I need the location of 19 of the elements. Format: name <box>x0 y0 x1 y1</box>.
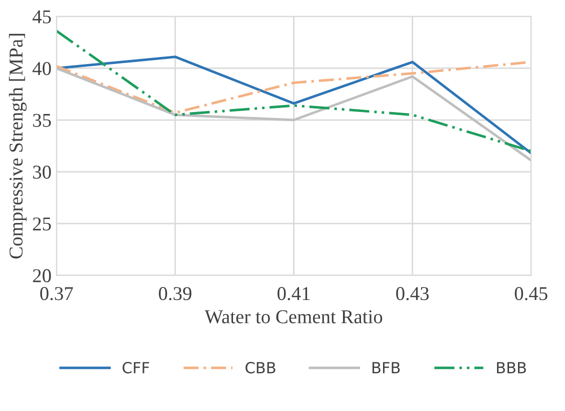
y-tick-label: 40 <box>32 62 51 76</box>
x-tick-label: 0.41 <box>278 287 310 300</box>
y-tick-label: 45 <box>32 10 51 24</box>
x-tick-label: 0.45 <box>514 287 548 300</box>
x-tick-label: 0.37 <box>40 287 73 300</box>
y-tick-label: 20 <box>33 269 51 282</box>
y-tick-label: 25 <box>33 217 51 231</box>
x-tick-label: 0.43 <box>396 287 429 300</box>
y-tick-label: 30 <box>33 166 51 179</box>
y-axis-title: Compressive Strength [MPa] <box>8 34 27 259</box>
legend-label: CBB <box>246 362 276 374</box>
legend-label: BBB <box>497 362 526 374</box>
line-series <box>56 30 532 152</box>
x-axis-title: Water to Cement Ratio <box>204 310 382 324</box>
legend-label: CFF <box>122 362 150 374</box>
x-tick-label: 0.39 <box>158 287 192 300</box>
y-tick-label: 35 <box>33 114 51 127</box>
legend-label: BFB <box>372 362 400 374</box>
line-series <box>56 66 532 162</box>
